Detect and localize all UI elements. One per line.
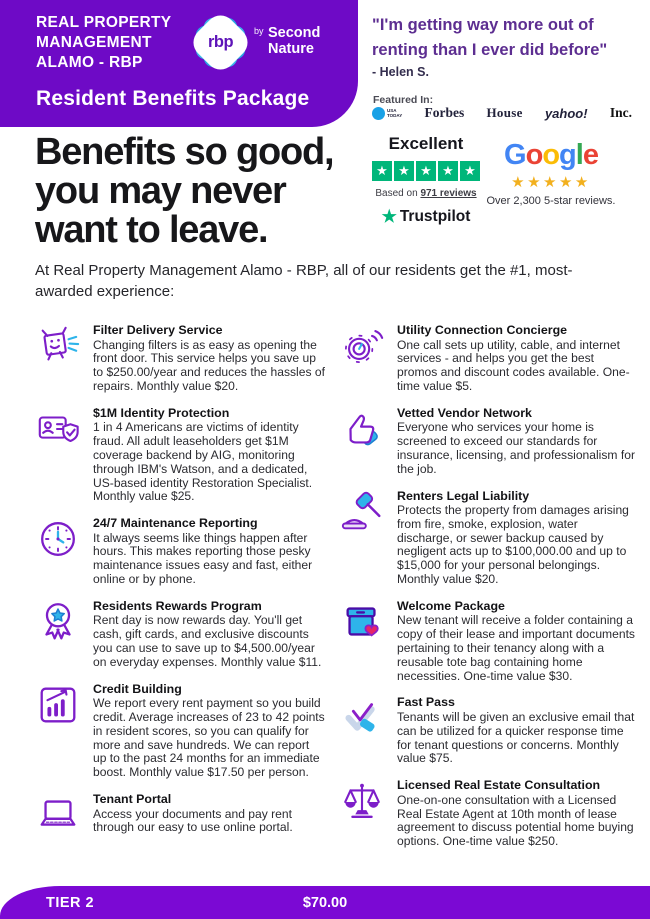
tenant-portal-icon [35, 792, 81, 838]
trustpilot-star-icon: ★ [372, 161, 392, 181]
google-star-icon: ★ [527, 174, 544, 191]
google-star-icon: ★ [574, 174, 591, 191]
testimonial-quote: "I'm getting way more out of renting tha… [372, 16, 608, 59]
benefit-item-welcome-package: Welcome Package New tenant will receive a… [339, 599, 635, 684]
benefit-item-maintenance-clock: 24/7 Maintenance Reporting It always seem… [35, 516, 326, 587]
package-title: Resident Benefits Package [36, 87, 310, 110]
trustpilot-star-icon: ★ [438, 161, 458, 181]
tier-label: TIER 2 [46, 894, 95, 911]
credit-building-icon [35, 682, 81, 728]
benefit-title: Filter Delivery Service [93, 323, 223, 337]
real-estate-scales-icon [339, 778, 385, 824]
benefit-title: Renters Legal Liability [397, 488, 530, 503]
second-nature-name: Second Nature [267, 25, 321, 57]
trustpilot-star-icon: ★ [381, 207, 397, 226]
benefit-item-real-estate-scales: Licensed Real Estate Consultation One-on-… [339, 778, 635, 849]
yahoo-logo: yahoo! [544, 105, 588, 121]
rbp-logo-text: rbp [207, 33, 234, 51]
google-stars: ★★★★★ [483, 173, 619, 191]
trustpilot-logo: ★ Trustpilot [381, 207, 471, 226]
forbes-logo: Forbes [424, 105, 465, 120]
usa-today-logo: USA TODAY [372, 106, 403, 120]
benefit-description: 1 in 4 Americans are victims of identity… [93, 420, 313, 504]
benefit-description: It always seems like things happen after… [93, 530, 313, 587]
benefit-description: Changing filters is as easy as opening t… [93, 337, 325, 393]
brand-header: REAL PROPERTY MANAGEMENT ALAMO - RBP rbp… [0, 0, 358, 127]
welcome-package-icon [339, 599, 385, 645]
benefit-title: Utility Connection Concierge [397, 323, 568, 337]
inc-logo: Inc. [609, 105, 632, 120]
benefit-item-filter-delivery: Filter Delivery Service Changing filters … [35, 323, 326, 394]
trustpilot-review-count: Based on 971 reviews [375, 188, 477, 199]
benefit-description: One-on-one consultation with a Licensed … [397, 792, 634, 849]
vendor-network-icon [339, 406, 385, 452]
second-nature-logo: by Second Nature [254, 25, 321, 58]
tier-price: $70.00 [302, 894, 348, 911]
benefit-item-tenant-portal: Tenant Portal Access your documents and p… [35, 792, 326, 838]
usa-today-text: USA TODAY [387, 107, 403, 118]
benefit-item-legal-liability: Renters Legal Liability Protects the prop… [339, 489, 635, 587]
benefit-item-vendor-network: Vetted Vendor Network Everyone who servic… [339, 406, 635, 477]
featured-logos: USA TODAY Forbes House yahoo! Inc. [372, 105, 632, 121]
rewards-medal-icon [35, 599, 81, 645]
hero-subtitle: At Real Property Management Alamo - RBP,… [35, 262, 573, 301]
identity-protection-icon [35, 406, 81, 452]
google-star-icon: ★ [511, 174, 528, 191]
google-logo: Google [504, 139, 599, 171]
benefit-description: We report every rent payment so you buil… [93, 696, 325, 780]
benefit-title: Vetted Vendor Network [397, 405, 532, 420]
benefit-title: Tenant Portal [93, 791, 172, 806]
maintenance-clock-icon [35, 516, 81, 562]
fast-pass-icon [339, 695, 385, 741]
benefit-title: Welcome Package [397, 598, 505, 613]
benefit-item-credit-building: Credit Building We report every rent paym… [35, 682, 326, 780]
benefit-title: Fast Pass [397, 695, 455, 710]
trustpilot-headline: Excellent [388, 134, 464, 153]
benefit-description: Protects the property from damages arisi… [397, 503, 629, 587]
benefit-title: Credit Building [93, 681, 182, 696]
benefit-description: Rent day is now rewards day. You'll get … [93, 613, 322, 669]
trustpilot-star-icon: ★ [394, 161, 414, 181]
benefit-title: 24/7 Maintenance Reporting [93, 516, 258, 531]
house-beautiful-logo: House [486, 105, 523, 120]
second-nature-by: by [254, 26, 264, 36]
benefit-item-utility-concierge: Utility Connection Concierge One call set… [339, 323, 635, 394]
trustpilot-star-icon: ★ [416, 161, 436, 181]
testimonial-attribution: - Helen S. [372, 65, 429, 79]
google-rating: Google ★★★★★ Over 2,300 5-star reviews. [483, 139, 619, 208]
benefit-description: Everyone who services your home is scree… [397, 420, 635, 476]
benefit-item-rewards-medal: Residents Rewards Program Rent day is now… [35, 599, 326, 670]
benefit-description: One call sets up utility, cable, and int… [397, 337, 630, 393]
google-star-icon: ★ [543, 174, 559, 191]
utility-concierge-icon [339, 323, 385, 369]
benefits-column-left: Filter Delivery Service Changing filters … [35, 323, 326, 850]
benefit-description: Tenants will be given an exclusive email… [397, 709, 635, 766]
featured-in-label: Featured In: [373, 94, 434, 106]
rbp-logo: rbp [187, 9, 254, 76]
company-name: REAL PROPERTY MANAGEMENT ALAMO - RBP [36, 14, 172, 71]
trustpilot-stars: ★ ★ ★ ★ ★ [366, 161, 486, 181]
google-star-icon: ★ [558, 174, 575, 191]
google-review-caption: Over 2,300 5-star reviews. [486, 195, 616, 207]
trustpilot-star-icon: ★ [460, 161, 480, 181]
hero-title: Benefits so good, you may never want to … [35, 131, 335, 252]
benefit-description: Access your documents and pay rent throu… [93, 806, 293, 835]
benefit-title: $1M Identity Protection [93, 405, 230, 420]
benefits-column-right: Utility Connection Concierge One call set… [339, 323, 635, 861]
benefit-item-identity-protection: $1M Identity Protection 1 in 4 Americans … [35, 406, 326, 504]
trustpilot-rating: Excellent ★ ★ ★ ★ ★ Based on 971 reviews ★ Tr… [366, 134, 486, 227]
legal-liability-icon [339, 489, 385, 535]
benefit-item-fast-pass: Fast Pass Tenants will be given an exclus… [339, 695, 635, 766]
usa-today-circle-icon [372, 106, 385, 120]
benefit-title: Licensed Real Estate Consultation [397, 778, 601, 793]
benefit-description: New tenant will receive a folder contain… [397, 613, 635, 683]
benefit-title: Residents Rewards Program [93, 598, 262, 613]
filter-delivery-icon [35, 323, 81, 369]
tier-bar: TIER 2 $70.00 [0, 886, 650, 919]
